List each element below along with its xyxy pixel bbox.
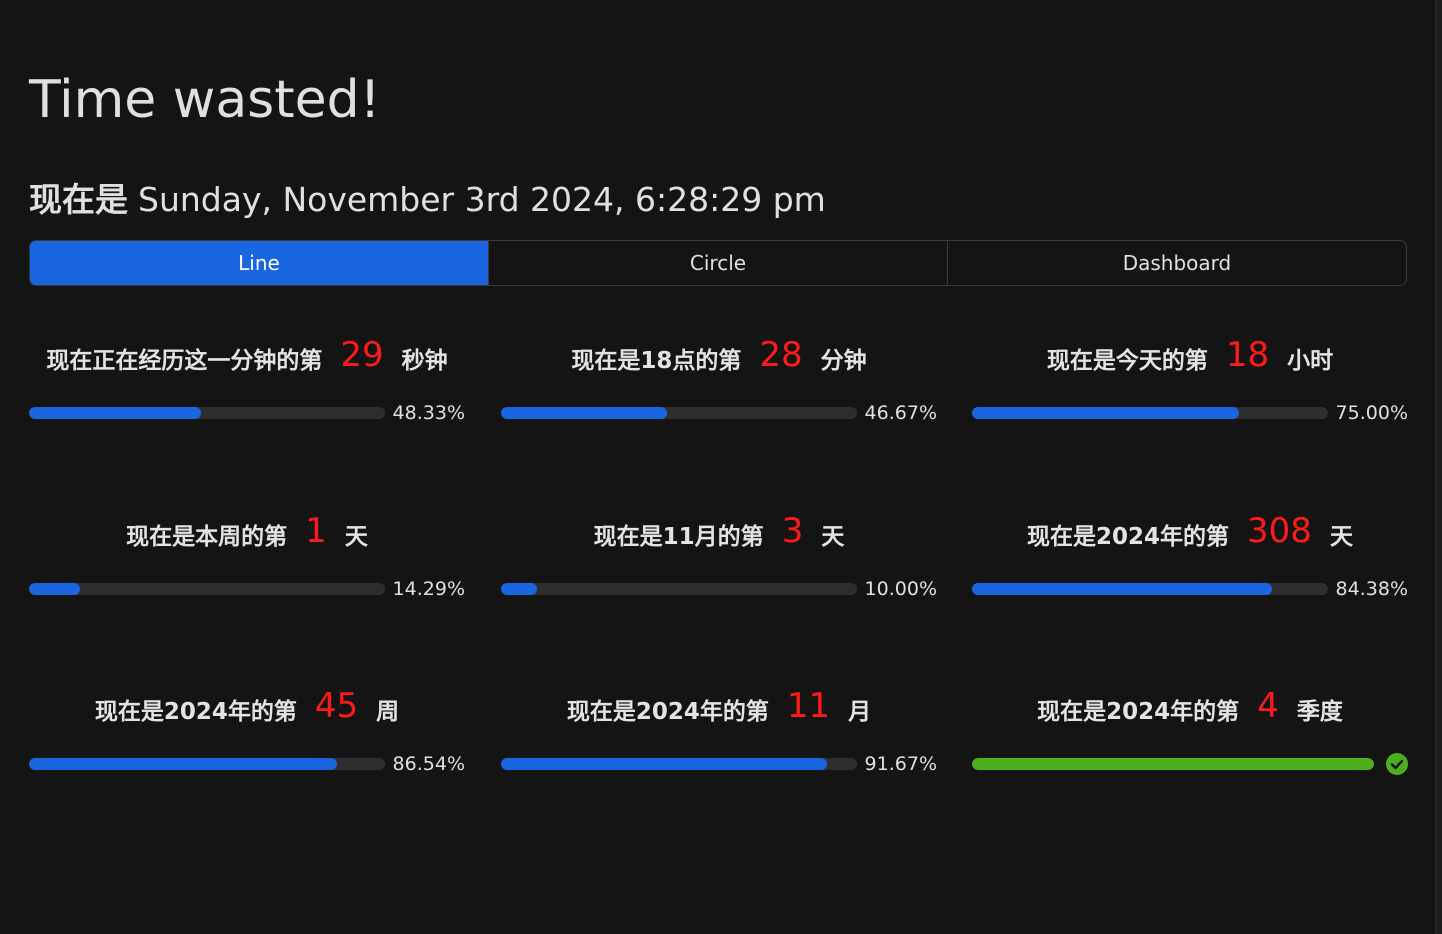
progress-card-minute: 现在是18点的第 28 分钟 46.67%	[501, 330, 937, 450]
progress-number: 11	[786, 686, 831, 726]
tab-line[interactable]: Line	[30, 241, 488, 285]
check-circle-icon	[1386, 753, 1408, 775]
progress-label-prefix: 现在是18点的第	[571, 348, 742, 374]
progress-fill	[29, 758, 338, 770]
progress-unit: 月	[848, 699, 872, 725]
current-time-prefix: 现在是	[29, 180, 128, 219]
progress-fill	[501, 758, 828, 770]
progress-unit: 天	[344, 524, 368, 550]
progress-percent: 75.00%	[1335, 402, 1408, 424]
progress-percent: 10.00%	[864, 578, 937, 600]
progress-label: 现在是2024年的第 45 周	[29, 681, 465, 737]
progress-card-year-day: 现在是2024年的第 308 天 84.38%	[972, 506, 1408, 626]
progress-bar-row: 10.00%	[501, 578, 937, 600]
progress-card-month-day: 现在是11月的第 3 天 10.00%	[501, 506, 937, 626]
progress-number: 28	[759, 335, 803, 375]
progress-track	[29, 583, 385, 595]
progress-track	[501, 407, 857, 419]
progress-bar-row: 75.00%	[972, 402, 1408, 424]
page-title: Time wasted!	[29, 70, 381, 130]
progress-fill	[972, 758, 1374, 770]
view-mode-tabs: Line Circle Dashboard	[29, 240, 1407, 286]
current-time-heading: 现在是 Sunday, November 3rd 2024, 6:28:29 pm	[29, 178, 826, 222]
current-time-value: Sunday, November 3rd 2024, 6:28:29 pm	[138, 180, 826, 219]
progress-number: 45	[314, 686, 359, 726]
progress-card-year-month: 现在是2024年的第 11 月 91.67%	[501, 681, 937, 801]
progress-fill	[501, 407, 668, 419]
progress-label: 现在正在经历这一分钟的第 29 秒钟	[29, 330, 465, 386]
progress-fill	[972, 583, 1273, 595]
progress-number: 18	[1225, 335, 1270, 375]
progress-label-prefix: 现在是2024年的第	[566, 699, 769, 725]
progress-number: 29	[340, 335, 384, 375]
progress-percent: 14.29%	[392, 578, 465, 600]
progress-track	[972, 407, 1328, 419]
progress-label-prefix: 现在是2024年的第	[1027, 524, 1230, 550]
progress-unit: 秒钟	[401, 348, 448, 374]
progress-label: 现在是本周的第 1 天	[29, 506, 465, 562]
progress-label: 现在是2024年的第 11 月	[501, 681, 937, 737]
progress-bar-row: 48.33%	[29, 402, 465, 424]
progress-number: 3	[781, 511, 804, 551]
progress-track	[501, 758, 857, 770]
progress-label-prefix: 现在是2024年的第	[94, 699, 297, 725]
progress-percent: 46.67%	[864, 402, 937, 424]
progress-label-prefix: 现在是2024年的第	[1037, 699, 1240, 725]
progress-label-prefix: 现在正在经历这一分钟的第	[46, 348, 323, 374]
progress-unit: 季度	[1296, 699, 1343, 725]
progress-label: 现在是今天的第 18 小时	[972, 330, 1408, 386]
progress-bar-row: 84.38%	[972, 578, 1408, 600]
progress-track	[501, 583, 857, 595]
progress-label: 现在是11月的第 3 天	[501, 506, 937, 562]
progress-label: 现在是2024年的第 4 季度	[972, 681, 1408, 737]
progress-card-year-quarter: 现在是2024年的第 4 季度	[972, 681, 1408, 801]
progress-card-second: 现在正在经历这一分钟的第 29 秒钟 48.33%	[29, 330, 465, 450]
window-edge	[1435, 0, 1442, 934]
progress-number: 4	[1257, 686, 1279, 726]
progress-track	[972, 758, 1374, 770]
progress-label-prefix: 现在是本周的第	[126, 524, 288, 550]
tab-dashboard[interactable]: Dashboard	[947, 241, 1406, 285]
progress-bar-row	[972, 753, 1408, 775]
progress-track	[972, 583, 1328, 595]
progress-label-prefix: 现在是今天的第	[1046, 348, 1208, 374]
progress-number: 1	[305, 511, 327, 551]
progress-unit: 小时	[1287, 348, 1334, 374]
progress-percent: 84.38%	[1335, 578, 1408, 600]
progress-bar-row: 91.67%	[501, 753, 937, 775]
progress-unit: 天	[821, 524, 845, 550]
progress-percent: 91.67%	[864, 753, 937, 775]
progress-fill	[29, 407, 202, 419]
progress-card-hour: 现在是今天的第 18 小时 75.00%	[972, 330, 1408, 450]
progress-card-week-day: 现在是本周的第 1 天 14.29%	[29, 506, 465, 626]
progress-bar-row: 86.54%	[29, 753, 465, 775]
progress-track	[29, 758, 385, 770]
progress-number: 308	[1247, 511, 1312, 551]
progress-track	[29, 407, 385, 419]
progress-label: 现在是2024年的第 308 天	[972, 506, 1408, 562]
progress-percent: 48.33%	[392, 402, 465, 424]
progress-card-year-week: 现在是2024年的第 45 周 86.54%	[29, 681, 465, 801]
progress-fill	[29, 583, 80, 595]
progress-label: 现在是18点的第 28 分钟	[501, 330, 937, 386]
progress-label-prefix: 现在是11月的第	[593, 524, 764, 550]
progress-fill	[501, 583, 537, 595]
progress-fill	[972, 407, 1239, 419]
tab-circle[interactable]: Circle	[488, 241, 947, 285]
progress-unit: 分钟	[820, 348, 867, 374]
progress-bar-row: 46.67%	[501, 402, 937, 424]
progress-unit: 周	[376, 699, 400, 725]
progress-bar-row: 14.29%	[29, 578, 465, 600]
progress-percent: 86.54%	[392, 753, 465, 775]
progress-unit: 天	[1329, 524, 1353, 550]
